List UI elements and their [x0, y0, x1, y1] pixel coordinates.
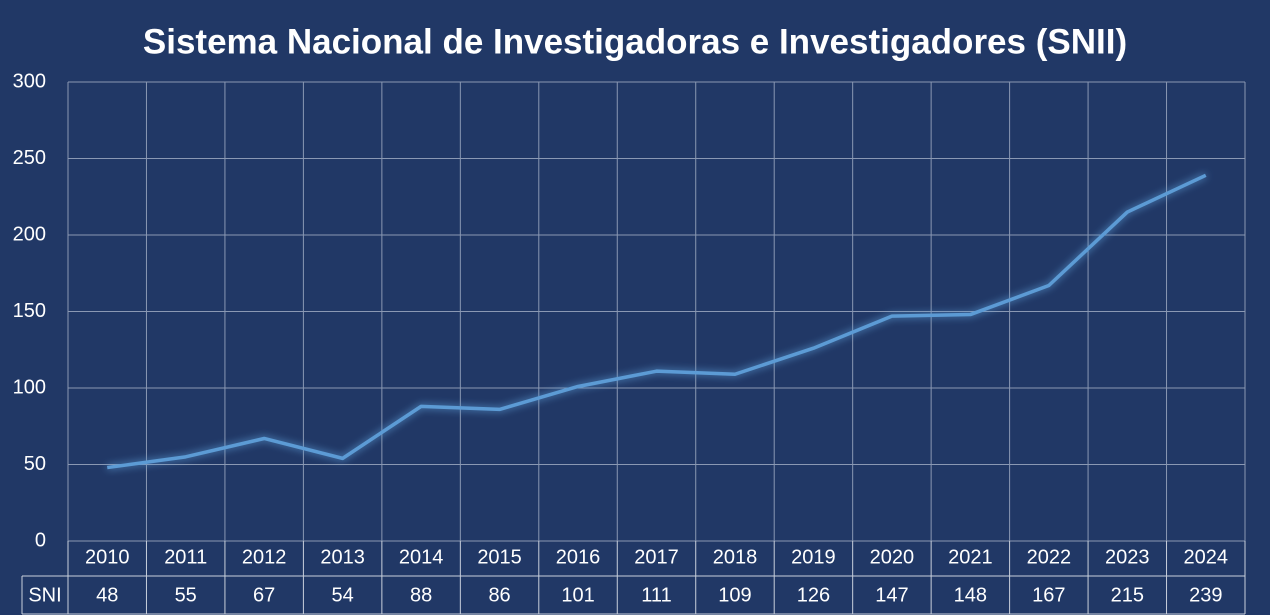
legend-label: SNI	[28, 584, 61, 606]
data-table-value: 126	[797, 584, 830, 606]
data-table-value: 239	[1189, 584, 1222, 606]
data-table-value: 215	[1111, 584, 1144, 606]
x-tick-label: 2021	[948, 546, 993, 568]
data-table-value: 147	[875, 584, 908, 606]
y-tick-label: 100	[13, 376, 46, 398]
data-table-value: 111	[641, 584, 671, 606]
x-tick-label: 2023	[1105, 546, 1150, 568]
data-table-value: 101	[561, 584, 594, 606]
data-table-value: 54	[332, 584, 354, 606]
y-tick-label: 200	[13, 223, 46, 245]
data-table-value: 88	[410, 584, 432, 606]
x-tick-label: 2013	[320, 546, 365, 568]
x-tick-label: 2016	[556, 546, 601, 568]
y-tick-label: 50	[24, 453, 46, 475]
y-tick-label: 250	[13, 147, 46, 169]
data-table-value: 109	[718, 584, 751, 606]
x-tick-label: 2022	[1027, 546, 1072, 568]
x-tick-label: 2020	[870, 546, 915, 568]
y-tick-label: 300	[13, 70, 46, 92]
y-tick-label: 150	[13, 300, 46, 322]
chart-title: Sistema Nacional de Investigadoras e Inv…	[143, 22, 1127, 61]
data-table-value: 48	[96, 584, 118, 606]
x-tick-label: 2012	[242, 546, 287, 568]
x-tick-label: 2019	[791, 546, 836, 568]
data-table-value: 167	[1032, 584, 1065, 606]
y-tick-label: 0	[35, 529, 46, 551]
x-tick-label: 2011	[164, 546, 207, 568]
x-tick-label: 2010	[85, 546, 130, 568]
x-tick-label: 2017	[634, 546, 679, 568]
x-tick-label: 2014	[399, 546, 444, 568]
data-table-value: 86	[488, 584, 510, 606]
data-table-value: 55	[175, 584, 197, 606]
data-table-value: 148	[954, 584, 987, 606]
x-tick-label: 2018	[713, 546, 758, 568]
x-tick-label: 2024	[1184, 546, 1229, 568]
x-tick-label: 2015	[477, 546, 522, 568]
data-table-value: 67	[253, 584, 275, 606]
data-line	[106, 173, 1207, 470]
